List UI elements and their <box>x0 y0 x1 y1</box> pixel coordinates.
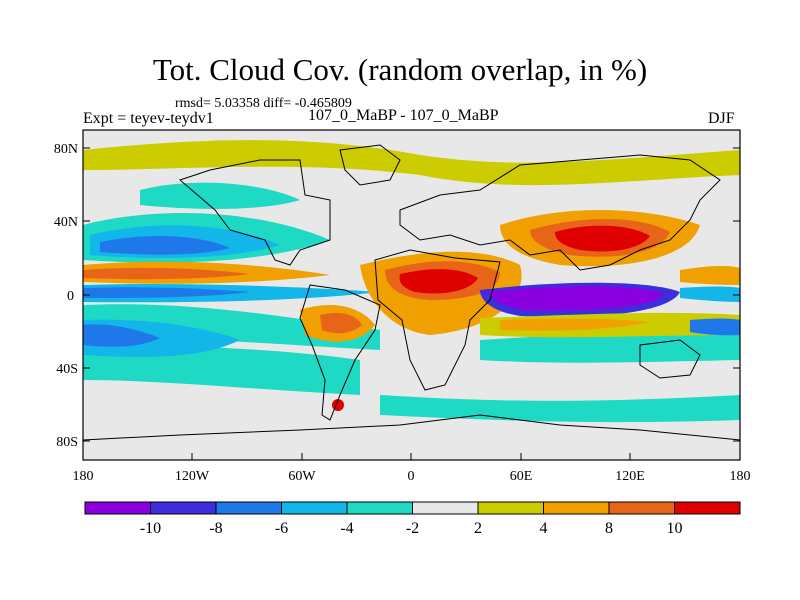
y-tick-label: 40N <box>54 215 78 230</box>
positive-region-africa-max <box>399 269 478 294</box>
colorbar-swatch <box>412 501 479 515</box>
antarctica-outline <box>83 414 740 441</box>
positive-band-north <box>83 140 740 186</box>
colorbar-swatch <box>674 501 741 515</box>
south-america-outline <box>299 284 381 421</box>
colorbar-swatch <box>150 501 217 515</box>
x-tick-label: 0 <box>408 469 415 484</box>
colorbar-swatch <box>215 501 282 515</box>
negative-band-south-6 <box>380 395 740 423</box>
colorbar-swatch <box>84 501 151 515</box>
negative-band-south-2 <box>83 345 360 395</box>
negative-band-south-4 <box>83 324 160 347</box>
africa-outline <box>374 249 501 391</box>
negative-band-equator-east <box>680 286 740 302</box>
coastlines <box>83 144 740 441</box>
colorbar-label: -6 <box>275 520 288 537</box>
positive-band-equator-east <box>680 265 740 285</box>
experiment-label: Expt = teyev-teydv1 <box>83 110 214 127</box>
x-tick-label: 180 <box>73 469 94 484</box>
colorbar-label: -8 <box>209 520 222 537</box>
colorbar-swatch <box>346 501 413 515</box>
axis-ticks <box>82 147 741 460</box>
negative-region-equator-east-core <box>488 286 664 311</box>
map-title: Tot. Cloud Cov. (random overlap, in %) <box>152 52 648 87</box>
x-tick-label: 60E <box>510 469 533 484</box>
colorbar-swatch <box>608 501 675 515</box>
colorbar-label: 8 <box>605 520 613 537</box>
y-tick-label: 40S <box>56 362 78 377</box>
negative-band-north-4 <box>140 182 300 209</box>
x-tick-label: 120W <box>175 469 210 484</box>
negative-band-north-3 <box>100 236 230 255</box>
x-tick-label: 60W <box>288 469 316 484</box>
colorbar <box>84 501 741 515</box>
y-tick-label: 80S <box>56 435 78 450</box>
eurasia-outline <box>399 154 721 271</box>
colorbar-labels: -10 -8 -6 -4 -2 2 4 8 10 <box>140 520 683 537</box>
colorbar-swatch <box>281 501 348 515</box>
colorbar-label: 10 <box>667 520 683 537</box>
positive-band-south-east-2 <box>500 318 650 331</box>
positive-region-asia-max <box>555 225 650 252</box>
stats-line: rmsd= 5.03358 diff= -0.465809 <box>175 96 352 111</box>
colorbar-label: 2 <box>474 520 482 537</box>
positive-band-equator-west-2 <box>83 267 250 280</box>
australia-outline <box>639 339 701 379</box>
colorbar-swatch <box>543 501 610 515</box>
positive-region-south-america-core <box>320 312 362 334</box>
x-tick-labels: 180 120W 60W 0 60E 120E 180 <box>73 469 751 484</box>
x-tick-label: 180 <box>730 469 751 484</box>
colorbar-label: -4 <box>340 520 353 537</box>
season-label: DJF <box>708 110 735 127</box>
anomaly-field <box>83 140 740 423</box>
x-tick-label: 120E <box>615 469 645 484</box>
north-america-outline <box>179 159 331 266</box>
colorbar-swatch <box>477 501 544 515</box>
colorbar-label: -10 <box>140 520 161 537</box>
colorbar-label: 4 <box>540 520 548 537</box>
colorbar-label: -2 <box>406 520 419 537</box>
y-tick-label: 80N <box>54 142 78 157</box>
case-label: 107_0_MaBP - 107_0_MaBP <box>308 107 499 124</box>
negative-band-south-east-edge <box>690 318 740 336</box>
greenland-outline <box>339 144 401 186</box>
y-tick-labels: 80N 40N 0 40S 80S <box>54 142 78 450</box>
negative-band-equator-west-2 <box>83 287 250 298</box>
y-tick-label: 0 <box>67 289 74 304</box>
